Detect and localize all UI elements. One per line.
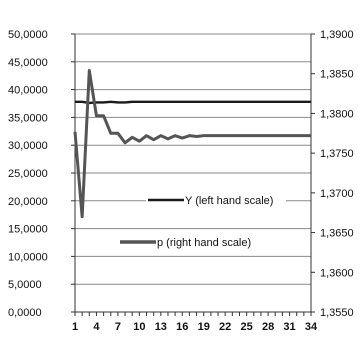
legend: Y (left hand scale) p (right hand scale) bbox=[118, 191, 286, 249]
x-tick-label: 13 bbox=[155, 321, 167, 333]
legend-label-y: Y (left hand scale) bbox=[185, 195, 273, 207]
right-tick-label: 1,3600 bbox=[320, 267, 354, 279]
legend-label-p: p (right hand scale) bbox=[157, 237, 251, 249]
axis-layer: 0,0000 5,0000 10,0000 15,0000 20,0000 25,0000… bbox=[8, 29, 354, 333]
left-tick-label: 40,0000 bbox=[8, 85, 48, 97]
left-tick-label: 15,0000 bbox=[8, 224, 48, 236]
right-tick-label: 1,3800 bbox=[320, 108, 354, 120]
legend-bg bbox=[146, 191, 286, 207]
right-tick-label: 1,3850 bbox=[320, 69, 354, 81]
left-tick-label: 20,0000 bbox=[8, 196, 48, 208]
right-tick-label: 1,3900 bbox=[320, 29, 354, 41]
left-tick-label: 35,0000 bbox=[8, 112, 48, 124]
left-tick-label: 30,0000 bbox=[8, 140, 48, 152]
x-tick-label: 1 bbox=[72, 321, 78, 333]
x-tick-label: 10 bbox=[133, 321, 145, 333]
grid-layer bbox=[75, 33, 311, 313]
right-tick-label: 1,3750 bbox=[320, 148, 354, 160]
right-tick-label: 1,3700 bbox=[320, 188, 354, 200]
x-tick-label: 28 bbox=[262, 321, 274, 333]
x-tick-label: 16 bbox=[176, 321, 188, 333]
x-tick-label: 25 bbox=[241, 321, 253, 333]
left-tick-label: 10,0000 bbox=[8, 251, 48, 263]
left-tick-label: 0,0000 bbox=[8, 307, 42, 319]
left-tick-label: 5,0000 bbox=[8, 279, 42, 291]
legend-bg bbox=[118, 233, 258, 249]
series-line-p bbox=[73, 69, 311, 219]
x-tick-label: 22 bbox=[219, 321, 231, 333]
series-line-y bbox=[75, 100, 311, 105]
right-tick-label: 1,3550 bbox=[320, 307, 354, 319]
left-tick-label: 50,0000 bbox=[8, 29, 48, 41]
x-tick-label: 4 bbox=[93, 321, 100, 333]
left-tick-label: 25,0000 bbox=[8, 168, 48, 180]
x-tick-label: 34 bbox=[305, 321, 318, 333]
x-tick-label: 31 bbox=[283, 321, 295, 333]
left-tick-label: 45,0000 bbox=[8, 57, 48, 69]
x-tick-label: 7 bbox=[115, 321, 121, 333]
series-layer bbox=[73, 69, 311, 219]
right-tick-label: 1,3650 bbox=[320, 228, 354, 240]
x-tick-label: 19 bbox=[198, 321, 210, 333]
